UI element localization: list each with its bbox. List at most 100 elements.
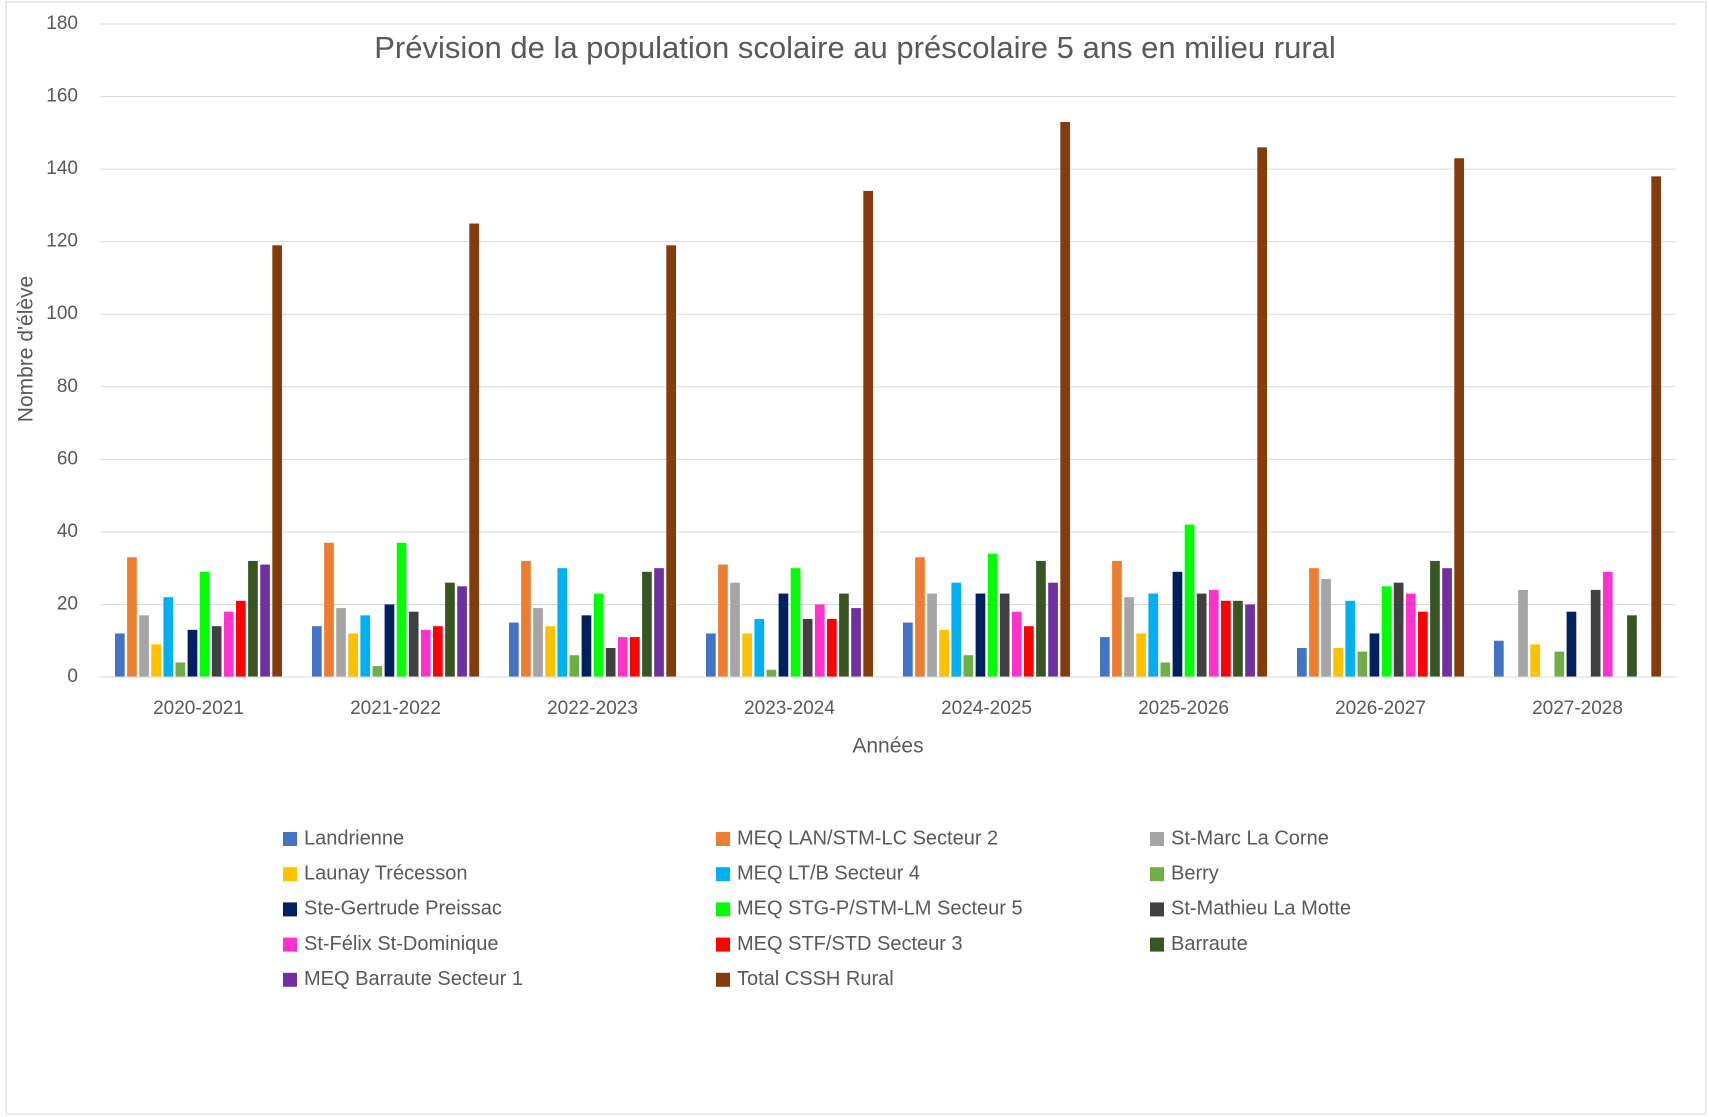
legend-label: St-Mathieu La Motte: [1171, 898, 1351, 920]
y-axis-title: Nombre d'élève: [15, 276, 38, 422]
legend-label: Barraute: [1171, 933, 1248, 955]
bar: [1494, 640, 1504, 677]
bar: [718, 564, 728, 677]
legend-swatch: [716, 832, 730, 846]
legend-swatch: [283, 972, 297, 987]
bar: [360, 615, 371, 677]
bar: [730, 582, 740, 677]
legend-swatch: [716, 867, 730, 882]
x-tick-label: 2020-2021: [153, 698, 244, 719]
bar: [1442, 568, 1452, 677]
bar: [187, 629, 198, 677]
legend-label: MEQ STF/STD Secteur 3: [737, 933, 963, 955]
bar: [927, 593, 937, 677]
bar: [666, 245, 676, 678]
bar: [987, 553, 998, 677]
legend-swatch: [283, 832, 297, 846]
legend-swatch: [1150, 867, 1164, 882]
bar: [778, 593, 789, 677]
bar: [790, 568, 801, 677]
bar: [1518, 589, 1528, 677]
bar: [469, 223, 479, 677]
bar: [433, 626, 443, 677]
bar: [1160, 662, 1171, 677]
x-tick-label: 2023-2024: [744, 698, 835, 719]
x-tick-label: 2022-2023: [547, 698, 638, 719]
bar: [272, 245, 282, 678]
bar: [199, 571, 210, 677]
chart-frame: [5, 1, 1707, 1115]
y-tick-label: 180: [46, 13, 78, 34]
bar: [1530, 644, 1540, 677]
bar: [151, 644, 161, 677]
bar: [654, 568, 664, 677]
bar: [951, 582, 962, 677]
bar: [1554, 651, 1565, 677]
bar: [324, 542, 334, 677]
bar: [1257, 147, 1267, 677]
legend-label: MEQ Barraute Secteur 1: [304, 968, 523, 990]
y-tick-label: 160: [46, 86, 78, 107]
legend-swatch: [283, 937, 297, 952]
bar: [1369, 633, 1380, 677]
bar: [851, 608, 861, 677]
bar: [1024, 626, 1034, 677]
bar: [593, 593, 604, 677]
bar: [939, 629, 949, 677]
legend-label: Berry: [1171, 862, 1219, 884]
legend-swatch: [1150, 832, 1164, 846]
bar: [248, 560, 258, 677]
bar: [1627, 615, 1637, 677]
bar: [1221, 600, 1231, 677]
bar: [839, 593, 849, 677]
bar: [1172, 571, 1183, 677]
bar: [999, 593, 1010, 677]
bar: [754, 618, 765, 677]
bar: [1208, 589, 1219, 677]
bar: [605, 647, 616, 677]
bar: [223, 611, 234, 677]
bar: [1309, 568, 1319, 677]
bar: [1100, 637, 1110, 677]
bar: [630, 637, 640, 677]
bar: [115, 633, 125, 677]
bar: [1602, 571, 1613, 677]
bar: [1297, 647, 1307, 677]
bar: [533, 608, 543, 677]
y-tick-label: 60: [57, 448, 78, 469]
bar: [1184, 524, 1195, 677]
legend-swatch: [1150, 937, 1164, 952]
y-tick-label: 40: [57, 521, 78, 542]
x-tick-label: 2025-2026: [1138, 698, 1229, 719]
bar: [260, 564, 270, 677]
bar: [139, 615, 149, 677]
bar: [163, 597, 174, 677]
bar: [348, 633, 358, 677]
y-tick-label: 80: [57, 376, 78, 397]
y-tick-label: 20: [57, 593, 78, 614]
bar: [963, 655, 974, 677]
legend-label: MEQ LT/B Secteur 4: [737, 862, 920, 884]
bar: [420, 629, 431, 677]
bar: [1048, 582, 1058, 677]
bar: [569, 655, 580, 677]
x-tick-label: 2021-2022: [350, 698, 441, 719]
bar: [1357, 651, 1368, 677]
x-tick-label: 2026-2027: [1335, 698, 1426, 719]
bar: [175, 662, 186, 677]
bar: [915, 557, 925, 677]
y-tick-label: 100: [46, 303, 78, 324]
bar: [1405, 593, 1416, 677]
bar: [384, 604, 395, 677]
bar: [1112, 560, 1122, 677]
bar: [557, 568, 568, 677]
legend-label: Ste-Gertrude Preissac: [304, 898, 502, 920]
x-tick-label: 2027-2028: [1532, 698, 1623, 719]
y-tick-label: 120: [46, 231, 78, 252]
bar: [1124, 597, 1134, 677]
bar: [1245, 604, 1255, 677]
legend-swatch: [716, 972, 730, 987]
bar: [1590, 589, 1601, 677]
legend-swatch: [1150, 902, 1164, 917]
y-tick-label: 140: [46, 158, 78, 179]
